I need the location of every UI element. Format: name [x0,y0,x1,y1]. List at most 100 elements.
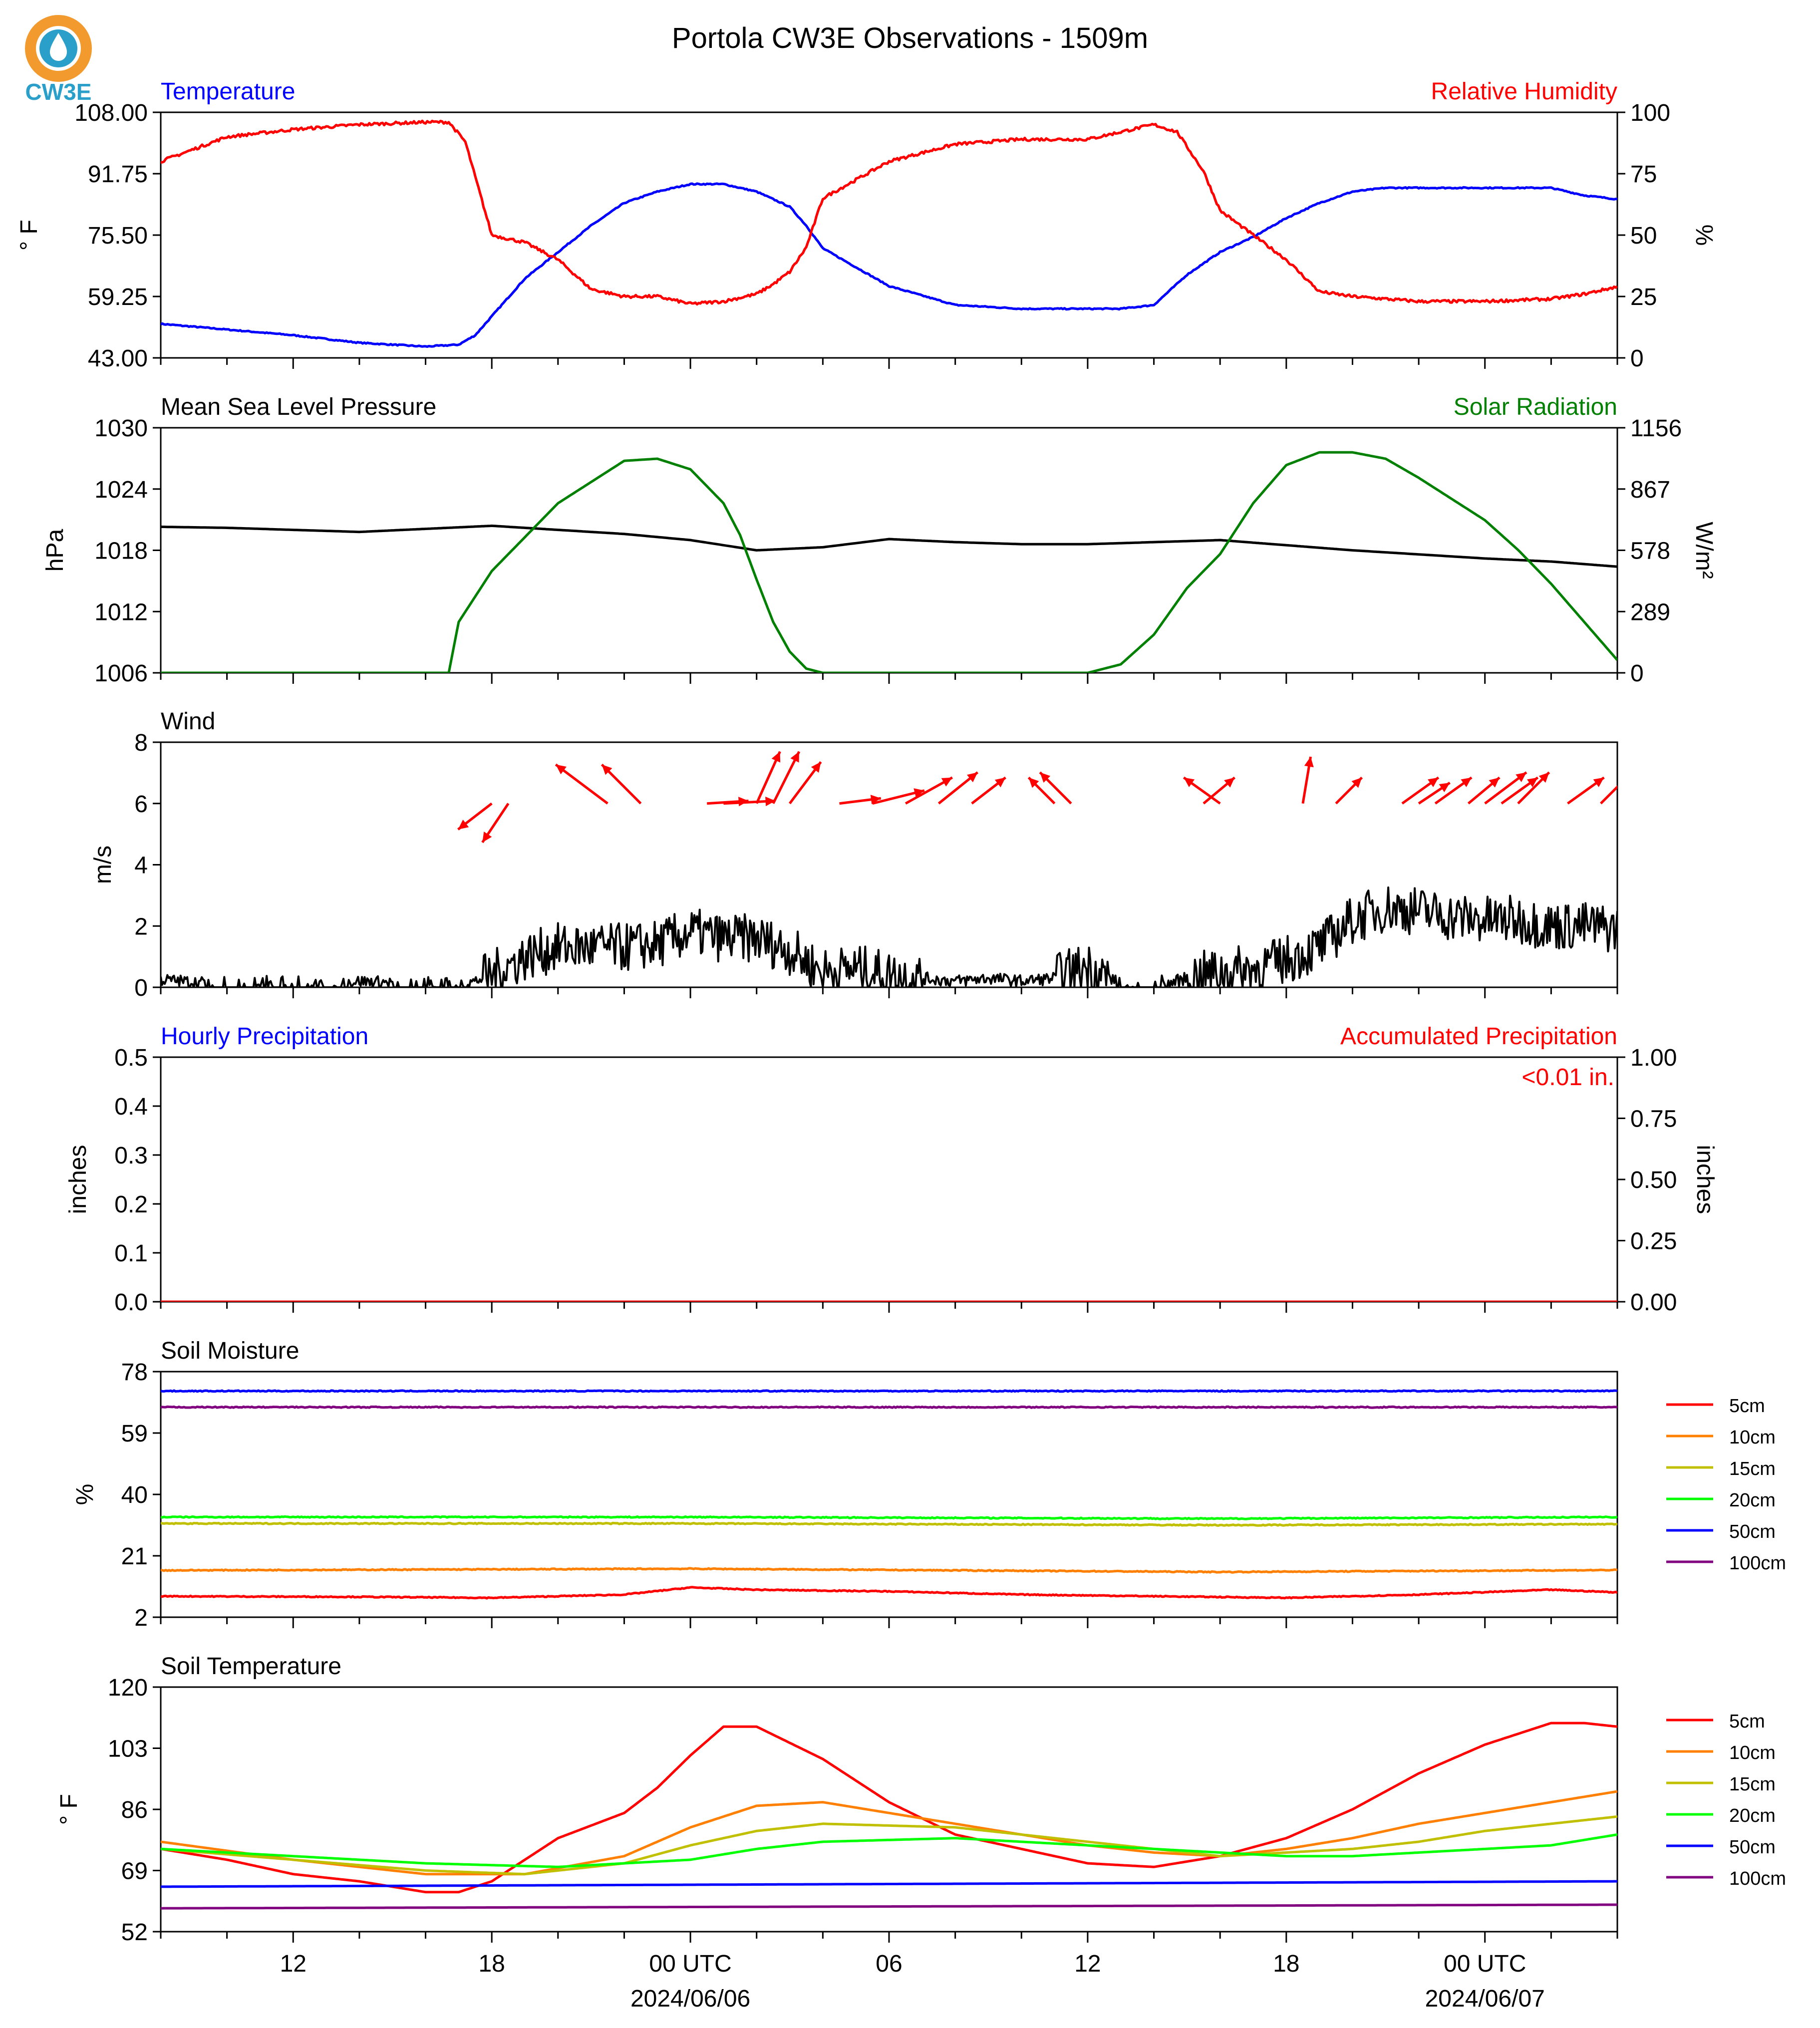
legend-label: 100cm [1729,1868,1786,1889]
panel-precipitation: 0.0 0.1 0.2 0.3 0.4 0.5 0.00 0.25 0.50 0.75 1.00 Ho… [65,1023,1718,1316]
y-axis-label-left: hPa [42,529,68,572]
series-line [161,451,1617,673]
y-tick-label-left: 0.0 [114,1289,148,1316]
plot-area [161,1722,1617,1910]
y-axis-label-right: % [1691,225,1717,246]
panel-title-right: Accumulated Precipitation [1340,1023,1617,1050]
accumulation-annotation: <0.01 in. [1522,1064,1614,1091]
series-line [161,1790,1617,1876]
wind-arrow-head [771,751,781,763]
wind-arrow-head [602,764,612,775]
y-tick-label-left: 1006 [94,660,148,687]
wind-arrow-head [765,796,776,807]
y-tick-label-left: 0.1 [114,1240,148,1267]
y-tick-label-left: 43.00 [88,345,148,372]
y-tick-label-left: 0.2 [114,1191,148,1218]
panel-title-right: Relative Humidity [1431,78,1617,105]
y-tick-label-right: 0 [1630,660,1644,687]
wind-arrow-head [994,777,1006,788]
wind-arrow-head [556,764,567,775]
wind-arrow-head [482,831,492,843]
wind-arrow-head [1184,777,1195,788]
wind-arrow-head [1621,772,1632,783]
legend-label: 10cm [1729,1427,1776,1448]
x-tick-label: 06 [876,1951,902,1977]
wind-arrow-head [1527,777,1538,788]
x-tick-label: 18 [1273,1951,1299,1977]
series-line [161,886,1617,987]
y-tick-label-right: 75 [1630,161,1657,188]
legend-label: 15cm [1729,1774,1776,1795]
legend-label: 15cm [1729,1458,1776,1479]
panel-temperature_humidity: 43.00 59.25 75.50 91.75 108.00 0 25 50 75 100 Temp… [16,78,1717,372]
series-line [161,119,1617,306]
panel-title-left: Wind [161,708,215,735]
legend-label: 50cm [1729,1837,1776,1858]
y-tick-label-right: 289 [1630,599,1670,625]
y-tick-label-left: 2 [134,913,148,940]
cw3e-logo: CW3E [25,15,92,105]
y-tick-label-left: 103 [108,1736,148,1762]
plot-area [161,451,1617,673]
wind-arrow-head [1428,777,1439,788]
x-tick-label: 00 UTC [1444,1951,1526,1977]
wind-arrow-head [1224,777,1235,788]
wind-arrow-head [1304,757,1314,768]
series-line [161,1521,1617,1527]
y-axis-label-right: W/m² [1691,522,1717,579]
wind-arrow-head [1593,777,1604,788]
y-tick-label-left: 0.4 [114,1094,148,1120]
plot-frame [160,1686,1618,1933]
y-tick-label-left: 40 [121,1482,148,1508]
chart-title: Portola CW3E Observations - 1509m [672,22,1148,54]
y-tick-label-left: 91.75 [88,161,148,188]
panel-title-left: Hourly Precipitation [161,1023,368,1050]
y-tick-label-right: 50 [1630,223,1657,249]
series-line [161,1389,1617,1393]
x-tick-label: 00 UTC [649,1951,731,1977]
y-tick-label-left: 59 [121,1421,148,1447]
legend-label: 50cm [1729,1521,1776,1542]
y-tick-label-left: 0.3 [114,1143,148,1169]
plot-area [161,751,1632,987]
legend-label: 5cm [1729,1711,1765,1732]
wind-arrow-head [811,762,821,773]
y-tick-label-left: 75.50 [88,223,148,249]
plot-area [161,119,1617,348]
y-tick-label-left: 0.5 [114,1045,148,1071]
panel-wind: 0 2 4 6 8 Wind m/s [90,708,1632,1001]
y-tick-label-left: 86 [121,1797,148,1823]
series-line [161,1903,1617,1910]
x-tick-label: 12 [280,1951,306,1977]
legend-label: 20cm [1729,1490,1776,1511]
wind-arrow-head [967,772,978,783]
plot-frame [160,741,1618,988]
y-tick-label-right: 100 [1630,100,1670,126]
legend-label: 10cm [1729,1742,1776,1763]
x-tick-label: 12 [1074,1951,1101,1977]
wind-arrow-head [1538,772,1549,783]
plot-frame [160,111,1618,359]
y-tick-label-left: 2 [134,1605,148,1631]
series-line [161,1515,1617,1520]
wind-arrow [1600,785,1617,805]
wind-arrow-head [1516,772,1526,782]
panel-soil_temperature: 52 69 86 103 120 Soil Temperature ° F 5cm 10cm 15… [56,1653,1786,1946]
y-tick-label-left: 69 [121,1858,148,1885]
panel-soil_moisture: 2 21 40 59 78 Soil Moisture% 5cm 10cm 15cm 20cm 50… [72,1338,1786,1631]
logo-ring [25,15,92,82]
y-tick-label-right: 1156 [1630,415,1682,442]
wind-arrow-head [1351,777,1362,788]
y-axis-label-left: ° F [56,1794,82,1825]
wind-arrow-head [1439,783,1450,793]
series-line [161,1567,1617,1574]
y-tick-label-right: 1.00 [1630,1045,1677,1071]
wind-arrow-head [1040,772,1051,783]
y-tick-label-right: 0.75 [1630,1106,1677,1133]
y-axis-label-left: % [72,1484,98,1505]
panels: 43.00 59.25 75.50 91.75 108.00 0 25 50 75 100 Temp… [16,78,1786,2012]
wind-arrow-head [1489,777,1500,788]
y-axis-label-left: ° F [16,220,42,251]
y-axis-label-left: m/s [90,846,116,884]
y-tick-label-right: 867 [1630,477,1670,503]
